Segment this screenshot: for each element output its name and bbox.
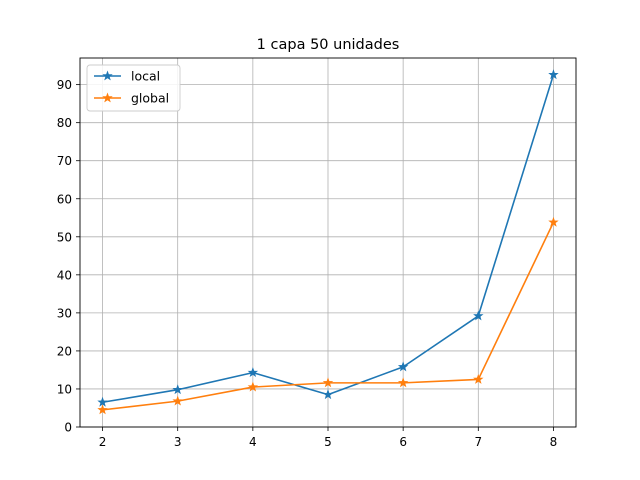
series-layer <box>97 69 559 415</box>
y-tick-label: 80 <box>57 116 72 130</box>
data-point-global <box>172 395 183 406</box>
x-tick-label: 5 <box>324 435 332 449</box>
y-tick-label: 70 <box>57 154 72 168</box>
data-point-global <box>97 404 108 415</box>
y-tick-label: 40 <box>57 268 72 282</box>
data-point-global <box>548 216 559 227</box>
x-tick-label: 7 <box>474 435 482 449</box>
x-tick-label: 6 <box>399 435 407 449</box>
data-point-local <box>322 389 334 400</box>
data-point-local <box>247 367 259 378</box>
legend-label-global: global <box>131 91 169 106</box>
x-tick-label: 8 <box>550 435 558 449</box>
data-point-local <box>548 69 559 80</box>
y-tick-label: 90 <box>57 78 72 92</box>
legend-marker-global <box>102 92 113 103</box>
data-point-global <box>247 381 259 392</box>
data-point-local <box>473 310 484 321</box>
chart-title: 1 capa 50 unidades <box>257 37 400 53</box>
data-point-local <box>97 396 108 407</box>
y-axis: 0 10 20 30 40 50 60 70 80 90 <box>57 78 80 435</box>
legend: local global <box>86 64 181 112</box>
y-tick-label: 50 <box>57 230 72 244</box>
data-point-global <box>322 377 334 388</box>
legend-marker-local <box>102 70 113 81</box>
x-axis: 2 3 4 5 6 7 8 <box>99 427 558 449</box>
y-tick-label: 20 <box>57 344 72 358</box>
data-point-global <box>473 373 484 384</box>
y-tick-label: 30 <box>57 306 72 320</box>
grid-lines <box>80 58 576 428</box>
x-tick-label: 3 <box>174 435 182 449</box>
data-point-global <box>397 377 409 388</box>
y-tick-label: 0 <box>64 421 72 435</box>
x-tick-label: 4 <box>249 435 257 449</box>
y-tick-label: 60 <box>57 192 72 206</box>
y-tick-label: 10 <box>57 382 72 396</box>
data-point-local <box>172 384 183 395</box>
x-tick-label: 2 <box>99 435 107 449</box>
legend-label-local: local <box>131 69 160 84</box>
data-point-local <box>397 361 409 372</box>
